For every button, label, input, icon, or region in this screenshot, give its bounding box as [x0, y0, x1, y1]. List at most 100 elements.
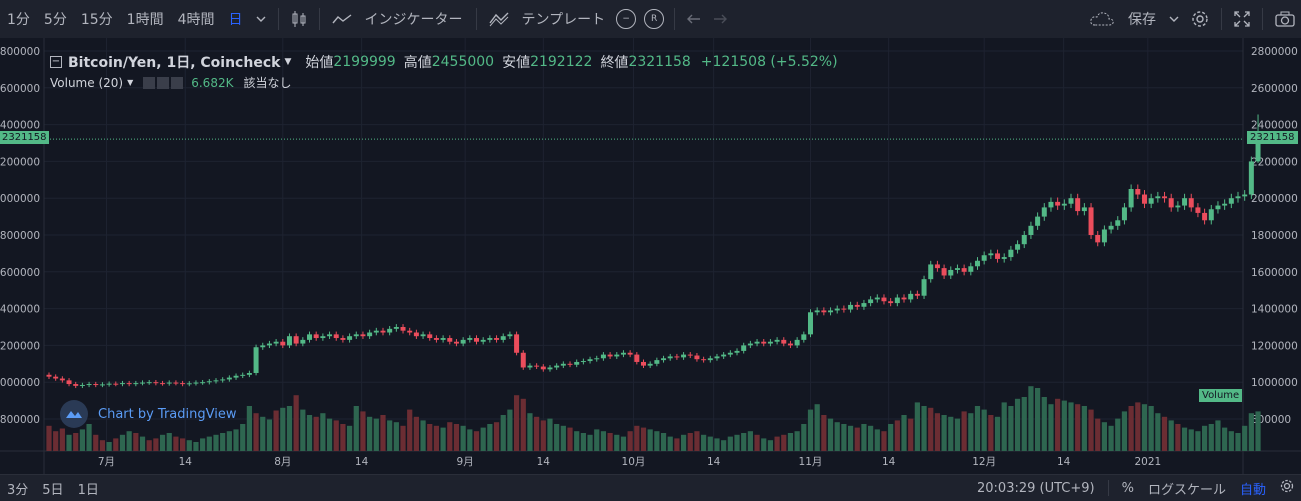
x-tick-label: 14 — [355, 456, 369, 468]
volume-bar — [173, 436, 179, 451]
price-chart[interactable]: 800000 800000 1000000 1000000 1200000 1200000… — [0, 38, 1301, 476]
log-scale-toggle[interactable]: ログスケール — [1147, 482, 1226, 498]
save-button[interactable]: 保存 — [1128, 12, 1156, 28]
cloud-icon[interactable] — [1089, 11, 1115, 27]
series-legend: − Bitcoin/Yen, 1日, Coincheck ▼ 始値 219999… — [50, 52, 838, 72]
y-tick-label-right: 2200000 — [1251, 156, 1298, 168]
volume-bar — [1081, 406, 1087, 451]
candle-body — [747, 343, 753, 346]
replay-icon[interactable]: R — [644, 9, 665, 29]
candle-body — [607, 354, 613, 357]
volume-bar — [614, 434, 620, 451]
interval-5m[interactable]: 5分 — [43, 12, 67, 28]
volume-bar — [453, 424, 460, 451]
candle-body — [574, 361, 580, 365]
range-3m[interactable]: 3分 — [7, 482, 29, 498]
interval-4h[interactable]: 4時間 — [177, 12, 215, 28]
redo-icon[interactable] — [713, 13, 728, 25]
candle-body — [387, 328, 393, 333]
volume-bar — [954, 418, 961, 451]
candle-body — [427, 334, 433, 339]
candle-body — [834, 308, 840, 311]
volume-bar — [1048, 404, 1054, 451]
volume-bar — [1228, 431, 1234, 451]
volume-bar — [974, 406, 981, 451]
candle-body — [266, 343, 272, 346]
undo-icon[interactable] — [687, 13, 701, 25]
volume-bar — [1155, 413, 1161, 451]
volume-bar — [360, 411, 366, 451]
template-icon[interactable] — [488, 11, 509, 27]
interval-1d[interactable]: 日 — [228, 12, 243, 28]
volume-bar — [1041, 397, 1047, 451]
volume-bar — [326, 418, 333, 451]
eye-icon[interactable] — [143, 76, 156, 89]
percent-toggle[interactable]: % — [1121, 480, 1134, 496]
interval-1m[interactable]: 1分 — [7, 12, 30, 28]
collapse-legend-icon[interactable]: − — [50, 56, 62, 68]
volume-bar — [1095, 418, 1101, 451]
candle-body — [767, 341, 773, 344]
volume-bar — [387, 420, 393, 451]
settings-icon[interactable] — [157, 76, 170, 89]
x-tick-label: 10月 — [622, 456, 646, 468]
volume-bar — [747, 431, 753, 451]
fullscreen-icon[interactable] — [1234, 11, 1250, 27]
volume-bar — [179, 438, 186, 451]
volume-bar — [306, 415, 313, 451]
symbol-title[interactable]: Bitcoin/Yen, 1日, Coincheck — [68, 55, 281, 71]
volume-bar — [427, 424, 433, 451]
candle-body — [313, 334, 319, 339]
interval-1h[interactable]: 1時間 — [126, 12, 164, 28]
volume-bar — [640, 427, 647, 451]
y-tick-label-right: 2600000 — [1251, 83, 1298, 95]
candle-body — [260, 345, 266, 348]
candle-body — [440, 338, 446, 340]
close-icon[interactable] — [171, 76, 184, 89]
auto-scale-toggle[interactable]: 自動 — [1239, 482, 1266, 498]
volume-bar — [1088, 409, 1094, 451]
chart-pane[interactable]: 800000 800000 1000000 1000000 1200000 1200000… — [0, 38, 1301, 478]
candle-body — [641, 361, 646, 366]
volume-bar — [921, 406, 927, 451]
candle-body — [420, 334, 426, 337]
range-5d[interactable]: 5日 — [42, 482, 64, 498]
chevron-down-icon[interactable] — [256, 16, 266, 22]
toolbar-divider — [1262, 8, 1263, 30]
candle-body — [1175, 205, 1181, 208]
candle-body — [674, 356, 680, 358]
volume-bar — [1115, 418, 1121, 451]
candle-body — [707, 358, 713, 361]
candlestick-icon[interactable] — [291, 10, 307, 28]
indicators-button[interactable]: インジケーター — [364, 12, 463, 28]
minus-circle-icon[interactable]: − — [616, 9, 637, 29]
range-1d[interactable]: 1日 — [77, 482, 99, 498]
candle-body — [233, 375, 239, 378]
indicator-icon[interactable] — [331, 13, 352, 25]
candle-body — [1242, 194, 1248, 197]
candle-body — [801, 334, 807, 340]
gear-icon[interactable] — [1273, 479, 1301, 497]
volume-bar — [1121, 411, 1128, 451]
clock-text[interactable]: 20:03:29 (UTC+9) — [977, 480, 1095, 496]
candle-body — [433, 338, 439, 340]
gear-icon[interactable] — [1191, 10, 1209, 28]
watermark-text: Chart by TradingView — [98, 406, 237, 422]
volume-title[interactable]: Volume (20) — [50, 75, 124, 90]
candle-body — [200, 382, 206, 384]
chevron-down-icon[interactable]: ▼ — [127, 78, 134, 87]
volume-bar — [480, 427, 486, 451]
tradingview-watermark[interactable]: Chart by TradingView — [60, 400, 236, 428]
interval-15m[interactable]: 15分 — [80, 12, 113, 28]
camera-icon[interactable] — [1275, 11, 1295, 27]
volume-bar — [834, 422, 840, 451]
chevron-down-icon[interactable]: ▼ — [284, 57, 292, 67]
candle-body — [500, 336, 506, 340]
y-tick-label-left: 2000000 — [0, 193, 40, 205]
candle-body — [1095, 235, 1101, 243]
chevron-down-icon[interactable] — [1169, 16, 1179, 22]
volume-bar — [781, 434, 787, 451]
volume-legend: Volume (20) ▼ 6.682K 該当なし — [50, 74, 291, 91]
candle-body — [1028, 225, 1034, 235]
templates-button[interactable]: テンプレート — [521, 12, 606, 28]
